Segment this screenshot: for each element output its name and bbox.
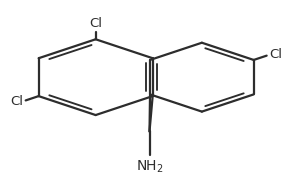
- Text: Cl: Cl: [269, 48, 282, 61]
- Text: Cl: Cl: [10, 95, 23, 108]
- Text: Cl: Cl: [89, 17, 102, 30]
- Text: NH$_2$: NH$_2$: [136, 158, 163, 175]
